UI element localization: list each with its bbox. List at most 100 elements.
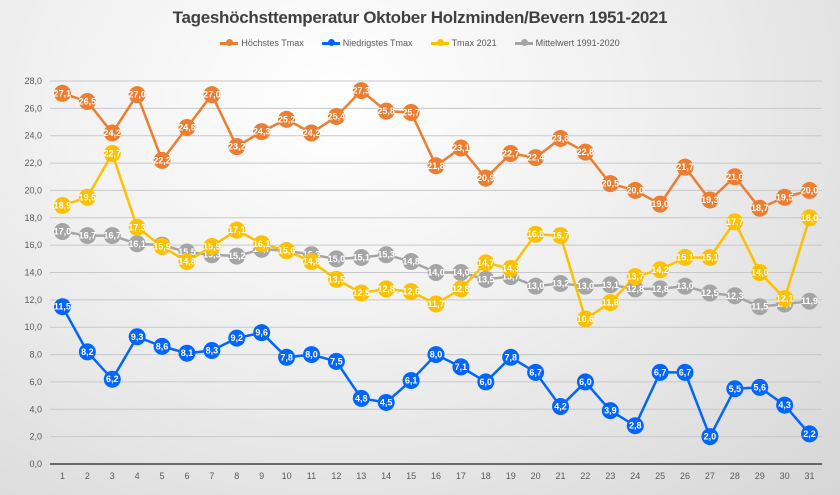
data-label: 12,8 bbox=[377, 284, 395, 294]
data-label: 14,2 bbox=[651, 265, 669, 275]
data-point bbox=[402, 253, 420, 271]
data-point bbox=[302, 253, 320, 271]
data-point bbox=[626, 280, 644, 298]
data-label: 13,5 bbox=[477, 274, 495, 284]
data-point bbox=[676, 277, 694, 295]
data-label: 13,0 bbox=[577, 281, 595, 291]
data-point bbox=[278, 348, 296, 366]
data-label: 15,2 bbox=[228, 251, 246, 261]
data-point bbox=[576, 310, 594, 328]
data-label: 13,2 bbox=[552, 278, 570, 288]
x-tick-label: 14 bbox=[381, 471, 391, 481]
data-label: 6,2 bbox=[106, 374, 119, 384]
data-label: 25,8 bbox=[377, 106, 395, 116]
data-label: 22,2 bbox=[153, 155, 171, 165]
x-tick-label: 25 bbox=[655, 471, 665, 481]
data-label: 17,1 bbox=[228, 225, 246, 235]
data-point bbox=[701, 248, 719, 266]
legend-swatch bbox=[430, 39, 449, 46]
x-tick-label: 17 bbox=[456, 471, 466, 481]
x-tick-label: 21 bbox=[556, 471, 566, 481]
x-tick-label: 8 bbox=[234, 471, 239, 481]
x-tick-label: 28 bbox=[730, 471, 740, 481]
data-point bbox=[601, 402, 619, 420]
y-tick-label: 26,0 bbox=[24, 103, 42, 113]
x-tick-label: 31 bbox=[805, 471, 815, 481]
data-point bbox=[327, 270, 345, 288]
data-point bbox=[651, 280, 669, 298]
data-label: 8,0 bbox=[430, 350, 443, 360]
data-label: 7,8 bbox=[504, 352, 517, 362]
data-label: 9,2 bbox=[231, 333, 244, 343]
legend-label: Tmax 2021 bbox=[451, 38, 497, 48]
data-label: 20,9 bbox=[477, 173, 495, 183]
data-label: 14,8 bbox=[303, 257, 321, 267]
data-label: 22,7 bbox=[103, 148, 121, 158]
data-label: 7,5 bbox=[330, 356, 343, 366]
data-label: 12,5 bbox=[353, 288, 371, 298]
data-label: 20,0 bbox=[801, 185, 819, 195]
data-point bbox=[103, 144, 121, 162]
data-point bbox=[78, 227, 96, 245]
data-point bbox=[626, 417, 644, 435]
data-label: 22,4 bbox=[527, 153, 545, 163]
y-tick-label: 2,0 bbox=[29, 432, 42, 442]
data-point bbox=[751, 378, 769, 396]
data-point bbox=[726, 168, 744, 186]
data-point bbox=[278, 110, 296, 128]
x-tick-label: 15 bbox=[406, 471, 416, 481]
data-point bbox=[452, 358, 470, 376]
data-point bbox=[302, 346, 320, 364]
x-tick-label: 22 bbox=[580, 471, 590, 481]
x-tick-label: 10 bbox=[282, 471, 292, 481]
y-tick-label: 20,0 bbox=[24, 185, 42, 195]
data-point bbox=[452, 139, 470, 157]
legend-label: Höchstes Tmax bbox=[241, 38, 304, 48]
data-label: 16,8 bbox=[527, 229, 545, 239]
data-label: 21,7 bbox=[676, 162, 694, 172]
data-label: 17,7 bbox=[726, 217, 744, 227]
data-point bbox=[552, 227, 570, 245]
data-label: 12,1 bbox=[776, 293, 794, 303]
data-label: 14,8 bbox=[178, 257, 196, 267]
data-point bbox=[676, 158, 694, 176]
data-label: 14,3 bbox=[502, 263, 520, 273]
x-tick-label: 7 bbox=[209, 471, 214, 481]
data-label: 19,3 bbox=[701, 195, 719, 205]
data-point bbox=[527, 277, 545, 295]
data-label: 14,8 bbox=[402, 257, 420, 267]
data-label: 27,1 bbox=[54, 88, 72, 98]
x-tick-label: 20 bbox=[531, 471, 541, 481]
data-point bbox=[377, 102, 395, 120]
data-point bbox=[552, 129, 570, 147]
x-tick-label: 4 bbox=[135, 471, 140, 481]
data-point bbox=[452, 264, 470, 281]
data-point bbox=[751, 199, 769, 217]
data-point bbox=[153, 337, 171, 355]
data-point bbox=[103, 227, 121, 245]
data-point bbox=[153, 238, 171, 256]
data-point bbox=[477, 270, 495, 288]
series-line bbox=[62, 152, 811, 321]
data-point bbox=[302, 124, 320, 142]
data-label: 3,9 bbox=[604, 406, 617, 416]
legend-item-hoechstes-tmax: Höchstes Tmax bbox=[220, 38, 304, 48]
data-point bbox=[477, 169, 495, 187]
data-label: 21,8 bbox=[427, 161, 445, 171]
data-label: 6,0 bbox=[480, 377, 493, 387]
data-label: 6,7 bbox=[654, 367, 667, 377]
data-point bbox=[477, 373, 495, 391]
data-point bbox=[676, 363, 694, 381]
data-label: 15,9 bbox=[153, 242, 171, 252]
data-label: 11,7 bbox=[427, 299, 444, 309]
data-label: 2,2 bbox=[803, 429, 816, 439]
data-label: 13,5 bbox=[328, 274, 346, 284]
y-tick-label: 22,0 bbox=[24, 158, 42, 168]
data-label: 20,5 bbox=[602, 179, 620, 189]
legend-item-mittelwert: Mittelwert 1991-2020 bbox=[514, 38, 620, 48]
data-label: 20,0 bbox=[626, 185, 644, 195]
data-label: 8,1 bbox=[181, 348, 194, 358]
data-label: 25,2 bbox=[278, 114, 296, 124]
data-label: 22,8 bbox=[577, 147, 595, 157]
